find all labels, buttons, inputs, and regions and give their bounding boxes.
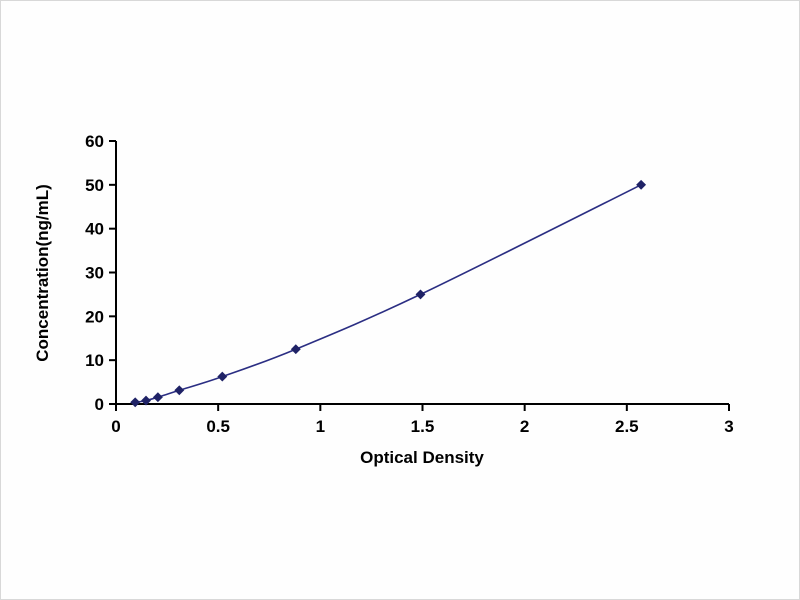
x-tick-label: 1.5: [411, 417, 435, 436]
data-point-marker: [415, 289, 426, 300]
y-tick-label: 60: [85, 132, 104, 151]
y-axis-title: Concentration(ng/mL): [33, 184, 52, 362]
x-tick-label: 2.5: [615, 417, 639, 436]
y-tick-label: 20: [85, 307, 104, 326]
data-point-marker: [152, 392, 163, 403]
data-point-marker: [174, 385, 185, 396]
x-tick-label: 0: [111, 417, 120, 436]
data-point-marker: [636, 179, 647, 190]
x-axis-title: Optical Density: [360, 448, 484, 467]
x-tick-label: 3: [724, 417, 733, 436]
data-point-marker: [290, 344, 301, 355]
y-tick-label: 40: [85, 220, 104, 239]
standard-curve-line: [135, 184, 642, 404]
data-point-marker: [217, 371, 228, 382]
y-tick-label: 30: [85, 264, 104, 283]
x-tick-label: 2: [520, 417, 529, 436]
y-tick-label: 10: [85, 351, 104, 370]
data-point-marker: [130, 397, 141, 408]
x-tick-label: 1: [316, 417, 325, 436]
y-tick-label: 0: [95, 395, 104, 414]
x-tick-label: 0.5: [206, 417, 230, 436]
y-tick-label: 50: [85, 176, 104, 195]
